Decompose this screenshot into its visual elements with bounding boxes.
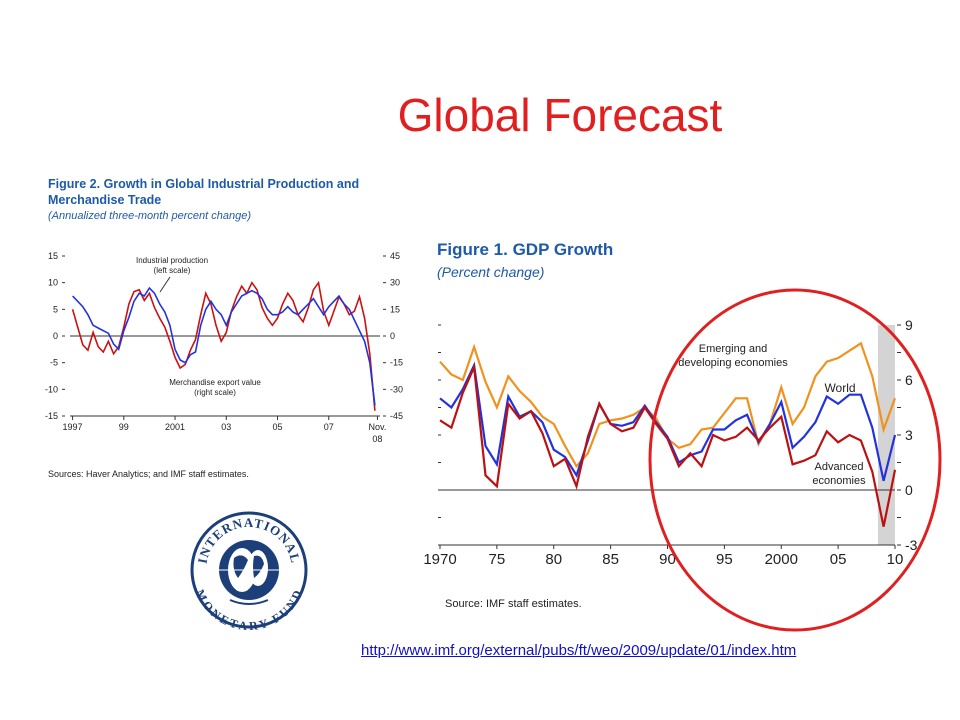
fig1-annotation-advanced-2: economies	[812, 475, 866, 487]
fig2-x-tick-label: 05	[273, 422, 283, 432]
fig1-y-tick-label: 6	[905, 372, 913, 388]
imf-logo: INTERNATIONAL MONETARY FUND	[190, 511, 308, 633]
fig2-x-tick-label-year: 08	[372, 434, 382, 444]
fig2-y-right-tick-label: 30	[390, 278, 400, 288]
fig2-y-left-tick-label: -5	[50, 358, 58, 368]
figure-1-source: Source: IMF staff estimates.	[445, 598, 582, 610]
fig2-y-left-tick-label: 10	[48, 278, 58, 288]
figure-2-subtitle: (Annualized three-month percent change)	[48, 210, 252, 222]
fig1-y-tick-label: 0	[905, 482, 913, 498]
fig2-x-tick-label: 07	[324, 422, 334, 432]
fig2-x-tick-label: 2001	[165, 422, 185, 432]
fig1-x-tick-label: 80	[545, 551, 562, 568]
fig1-x-tick-label: 1970	[423, 551, 456, 568]
fig1-x-tick-label: 05	[830, 551, 847, 568]
fig2-x-tick-label: 1997	[63, 422, 83, 432]
fig2-y-right-tick-label: 45	[390, 251, 400, 261]
fig1-x-tick-label: 95	[716, 551, 733, 568]
fig1-annotation-emerging-2: developing economies	[678, 357, 788, 369]
fig1-series-advanced-line	[439, 362, 897, 527]
fig2-x-tick-label: Nov.	[369, 422, 387, 432]
figure-1-subtitle: (Percent change)	[437, 264, 545, 280]
fig1-x-tick-label: 85	[602, 551, 619, 568]
fig2-y-left-tick-label: 5	[53, 304, 58, 314]
fig1-y-tick-label: 9	[905, 317, 913, 333]
fig1-y-tick-label: 3	[905, 427, 913, 443]
fig1-series-world-line	[439, 361, 897, 482]
fig2-annotation-exports-scale: (right scale)	[194, 388, 236, 397]
slide-title: Global Forecast	[397, 89, 723, 141]
fig2-annotation-industrial: Industrial production	[136, 256, 208, 265]
fig2-y-right-tick-label: -30	[390, 384, 403, 394]
fig2-y-right-tick-label: -15	[390, 358, 403, 368]
fig1-annotation-advanced: Advanced	[815, 461, 864, 473]
fig1-x-tick-label: 2000	[765, 551, 798, 568]
fig2-y-left-tick-label: -10	[45, 384, 58, 394]
figure-1-title: Figure 1. GDP Growth	[437, 240, 614, 259]
figure-2-source: Sources: Haver Analytics; and IMF staff …	[48, 469, 249, 479]
fig2-y-left-tick-label: 15	[48, 251, 58, 261]
fig1-y-tick-label: -3	[905, 537, 918, 553]
fig1-x-tick-label: 75	[489, 551, 506, 568]
fig1-x-tick-label: 10	[887, 551, 904, 568]
fig2-x-tick-label: 03	[221, 422, 231, 432]
fig1-x-tick-label: 90	[659, 551, 676, 568]
imf-source-link[interactable]: http://www.imf.org/external/pubs/ft/weo/…	[361, 642, 797, 659]
fig2-y-left-tick-label: -15	[45, 411, 58, 421]
fig2-y-right-tick-label: 15	[390, 304, 400, 314]
figure-2-title: Figure 2. Growth in Global Industrial Pr…	[48, 177, 360, 207]
fig2-x-tick-label: 99	[119, 422, 129, 432]
fig1-annotation-emerging: Emerging and	[699, 343, 768, 355]
fig2-annotation-industrial-scale: (left scale)	[154, 266, 191, 275]
fig2-y-right-tick-label: -45	[390, 411, 403, 421]
fig2-y-right-tick-label: 0	[390, 331, 395, 341]
fig1-highlight-circle	[648, 288, 942, 632]
fig1-annotation-world: World	[824, 381, 855, 395]
fig2-series-industrial-line	[72, 286, 376, 406]
fig2-y-left-tick-label: 0	[53, 331, 58, 341]
fig2-annotation-pointer	[159, 276, 171, 293]
fig2-annotation-exports: Merchandise export value	[169, 378, 261, 387]
